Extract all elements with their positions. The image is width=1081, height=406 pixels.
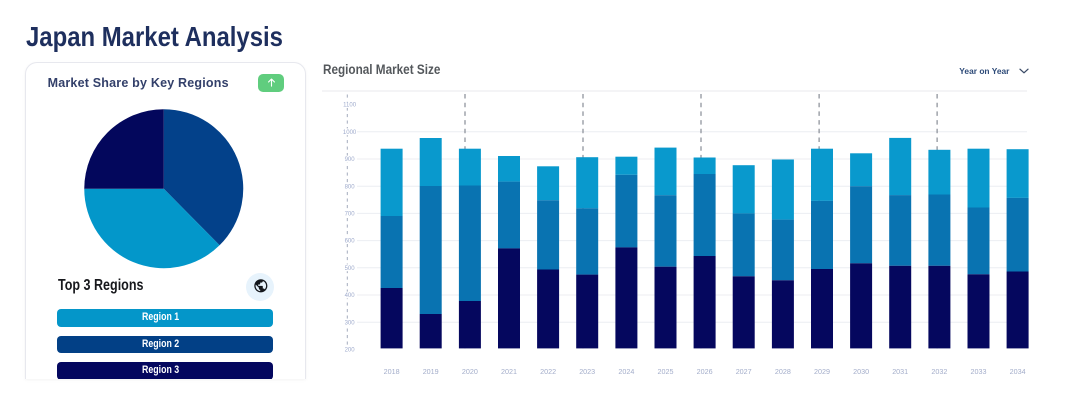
svg-text:2019: 2019 [423,367,439,376]
svg-text:300: 300 [345,320,356,326]
svg-text:600: 600 [345,239,356,245]
svg-text:2030: 2030 [853,367,869,376]
svg-text:2024: 2024 [618,367,634,376]
svg-text:1000: 1000 [343,130,357,136]
svg-text:2031: 2031 [892,367,908,376]
svg-text:200: 200 [345,348,356,354]
svg-text:400: 400 [345,293,356,299]
svg-text:500: 500 [345,266,356,272]
svg-text:2027: 2027 [736,367,752,376]
svg-text:2020: 2020 [462,367,478,376]
svg-text:2034: 2034 [1010,367,1026,376]
svg-text:2018: 2018 [384,367,400,376]
svg-text:700: 700 [345,212,356,218]
svg-text:2021: 2021 [501,367,517,376]
svg-text:2029: 2029 [814,367,830,376]
svg-text:2022: 2022 [540,367,556,376]
svg-text:2032: 2032 [931,367,947,376]
svg-text:2023: 2023 [579,367,595,376]
svg-text:1100: 1100 [343,103,357,109]
svg-text:2028: 2028 [775,367,791,376]
svg-text:2025: 2025 [658,367,674,376]
svg-text:900: 900 [345,157,356,163]
svg-text:2026: 2026 [697,367,713,376]
svg-text:800: 800 [345,184,356,190]
svg-text:2033: 2033 [971,367,987,376]
